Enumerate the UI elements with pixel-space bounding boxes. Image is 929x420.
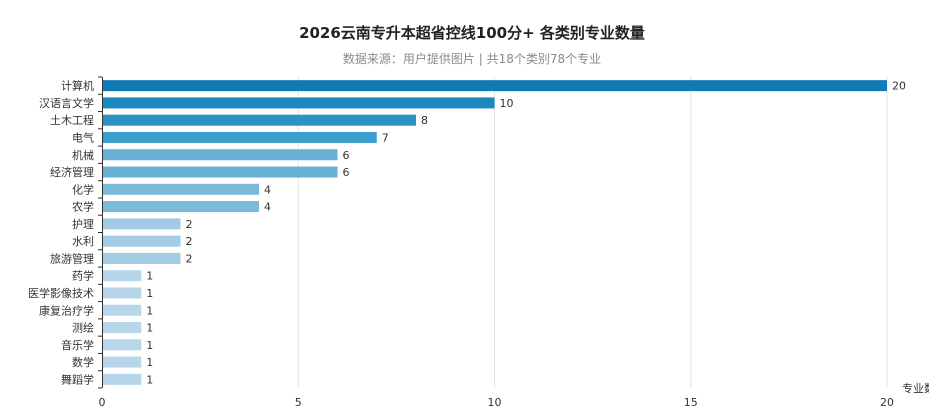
- value-label: 1: [146, 304, 153, 317]
- value-label: 8: [421, 114, 428, 127]
- bar: [103, 80, 887, 92]
- category-label: 康复治疗学: [39, 303, 94, 317]
- axes: [98, 76, 103, 389]
- category-label: 水利: [72, 235, 94, 248]
- bar: [103, 304, 142, 316]
- bar: [103, 149, 338, 161]
- value-label: 20: [892, 80, 906, 93]
- value-label: 10: [500, 97, 514, 110]
- bar: [103, 235, 181, 247]
- chart-subtitle: 数据来源：用户提供图片 | 共18个类别78个专业: [342, 52, 602, 66]
- value-label: 7: [382, 131, 389, 144]
- category-label: 旅游管理: [50, 251, 94, 265]
- value-label: 1: [146, 356, 153, 369]
- chart-title: 2026云南专升本超省控线100分+ 各类别专业数量: [299, 24, 645, 42]
- bars: [103, 80, 887, 385]
- value-label: 6: [343, 166, 350, 179]
- category-label: 舞蹈学: [61, 372, 94, 386]
- category-label: 护理: [72, 217, 94, 231]
- x-tick-label: 20: [880, 396, 894, 409]
- bar: [103, 114, 416, 126]
- bar: [103, 201, 259, 213]
- bar: [103, 218, 181, 230]
- bar: [103, 356, 142, 368]
- category-label: 化学: [72, 182, 94, 196]
- bar: [103, 252, 181, 264]
- bar: [103, 373, 142, 385]
- category-label: 机械: [72, 148, 94, 162]
- bar: [103, 339, 142, 351]
- category-label: 医学影像技术: [28, 286, 94, 300]
- category-label: 农学: [72, 200, 94, 214]
- category-label: 测绘: [72, 321, 94, 335]
- x-tick-label: 0: [99, 396, 106, 409]
- value-label: 1: [146, 339, 153, 352]
- category-label: 药学: [72, 269, 94, 283]
- category-label: 音乐学: [61, 338, 94, 352]
- value-label: 2: [186, 235, 193, 248]
- bar: [103, 322, 142, 334]
- value-label: 4: [264, 201, 271, 214]
- x-tick-label: 10: [488, 396, 502, 409]
- bar: [103, 287, 142, 299]
- value-label: 2: [186, 252, 193, 265]
- bar: [103, 131, 377, 143]
- category-label: 汉语言文学: [39, 96, 94, 110]
- value-label: 1: [146, 373, 153, 386]
- value-label: 4: [264, 183, 271, 196]
- value-label: 1: [146, 322, 153, 335]
- category-label: 数学: [72, 355, 94, 369]
- bar: [103, 166, 338, 178]
- x-tick-label: 15: [684, 396, 698, 409]
- value-label: 6: [343, 149, 350, 162]
- value-label: 1: [146, 270, 153, 283]
- category-label: 土木工程: [50, 114, 94, 127]
- x-tick-label: 5: [295, 396, 302, 409]
- value-label: 2: [186, 218, 193, 231]
- category-label: 经济管理: [50, 165, 94, 179]
- category-label: 电气: [72, 130, 94, 144]
- bar: [103, 183, 259, 195]
- bar: [103, 97, 495, 109]
- grid-lines: [297, 77, 888, 388]
- category-label: 计算机: [61, 79, 94, 93]
- x-axis-name: 专业数: [902, 381, 929, 395]
- bar: [103, 270, 142, 282]
- value-label: 1: [146, 287, 153, 300]
